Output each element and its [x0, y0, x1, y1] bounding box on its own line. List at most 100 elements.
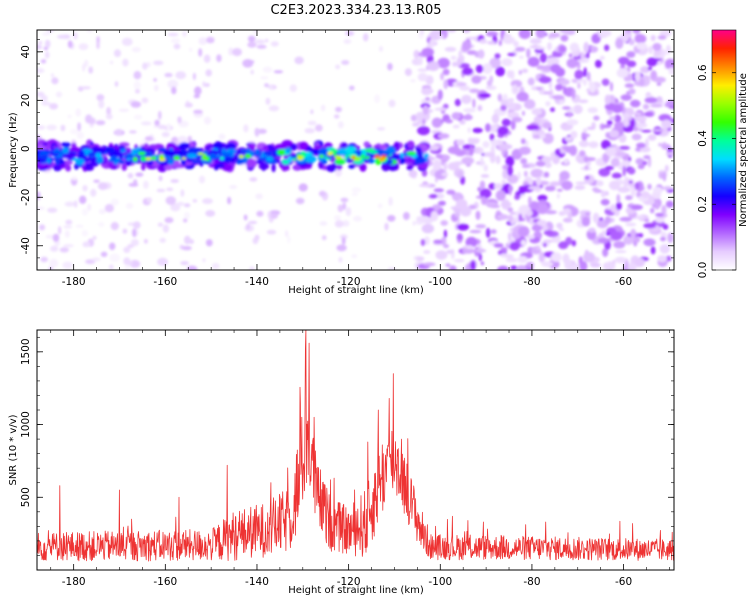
- spectrogram-cell: [451, 112, 461, 120]
- spectrogram-cell: [121, 37, 133, 46]
- spectrogram-cell: [636, 191, 641, 198]
- spectrogram-cell: [71, 142, 77, 148]
- spectrogram-cell: [622, 165, 626, 177]
- spectrogram-cell: [582, 133, 591, 137]
- spectrogram-cell: [334, 220, 344, 228]
- spectrogram-cell: [351, 192, 358, 197]
- spectrogram-cell: [81, 86, 91, 90]
- spectrogram-cell: [310, 109, 314, 115]
- spectrogram-cell: [54, 157, 60, 165]
- spectrogram-cell: [146, 197, 152, 203]
- spectrogram-cell: [479, 39, 488, 44]
- spectrogram-cell: [564, 30, 576, 36]
- spectrogram-cell: [564, 146, 576, 154]
- spectrogram-cell: [564, 158, 569, 165]
- spectrogram-cell: [604, 94, 611, 105]
- spectrogram-cell: [81, 208, 89, 216]
- spectrogram-cell: [318, 190, 326, 197]
- spectrogram-cell: [580, 51, 585, 61]
- spectrogram-cell: [569, 264, 580, 270]
- colorbar: 0.0 0.2 0.4 0.6 Normalized spectral amplitu…: [697, 29, 749, 278]
- spectrogram-cell: [110, 198, 119, 206]
- spectrogram-cell: [507, 52, 516, 57]
- spectrogram-cell: [189, 47, 193, 52]
- spectrogram-cell: [40, 95, 48, 102]
- spectrogram-cell: [627, 262, 637, 270]
- spectrogram-cell: [531, 108, 543, 116]
- spectrogram-cell: [561, 180, 573, 191]
- spectrogram-cell: [640, 191, 650, 199]
- spectrogram-cell: [500, 30, 504, 41]
- spectrogram-cell: [167, 32, 179, 37]
- spectrogram-cell: [46, 157, 52, 164]
- spectrogram-cell: [490, 139, 499, 147]
- spectrogram-cell: [501, 150, 507, 156]
- spectrogram-cell: [537, 194, 548, 202]
- spectrogram-cell: [555, 84, 563, 91]
- spectrogram-cell: [521, 68, 529, 74]
- spectrogram-cell: [98, 99, 105, 109]
- spectrogram-cell: [648, 45, 653, 55]
- spectrogram-cell: [292, 157, 297, 161]
- spectrogram-cell: [574, 185, 586, 191]
- spectrogram-cell: [536, 86, 543, 91]
- spectrogram-cell: [550, 63, 561, 74]
- spectrogram-cell: [71, 176, 77, 181]
- spectrogram-cell: [385, 146, 396, 154]
- spectrogram-cell: [605, 232, 611, 236]
- spectrogram-cell: [656, 96, 663, 103]
- spectrogram-cell: [183, 218, 188, 223]
- spectrogram-cell: [74, 163, 79, 170]
- spectrogram-panel: -180 -160 -140 -120 -100 -80 -60 -40 -20 0 20 40 H…: [8, 29, 675, 296]
- spectrogram-cell: [577, 82, 581, 89]
- spectrogram-cell: [649, 207, 655, 214]
- spectrogram-cell: [388, 196, 393, 206]
- spectrogram-cell: [379, 46, 383, 52]
- spectrogram-cell: [82, 185, 88, 192]
- spectrogram-cell: [625, 195, 633, 201]
- spectrogram-cell: [660, 236, 666, 242]
- spectrogram-cell: [518, 70, 522, 75]
- spectrogram-cell: [132, 228, 137, 238]
- spectrogram-cell: [529, 38, 542, 45]
- spectrogram-cell: [265, 38, 269, 43]
- spectrogram-cell: [643, 238, 656, 247]
- spectrogram-cell: [657, 35, 667, 40]
- spectrogram-cell: [132, 156, 138, 162]
- spectrogram-cell: [634, 34, 647, 44]
- spectrogram-x-axis: -180 -160 -140 -120 -100 -80 -60: [50, 30, 670, 288]
- spectrogram-cell: [437, 57, 450, 69]
- spectrogram-cell: [585, 212, 591, 216]
- spectrogram-cell: [82, 63, 86, 72]
- spectrogram-cell: [37, 206, 45, 211]
- spectrogram-cell: [53, 164, 62, 172]
- spectrogram-cell: [630, 204, 643, 211]
- spectrogram-cell: [488, 183, 497, 190]
- spectrogram-cell: [490, 229, 497, 234]
- spectrogram-cell: [218, 133, 226, 140]
- spectrogram-cell: [113, 49, 122, 58]
- spectrogram-cell: [507, 165, 513, 177]
- spectrogram-cell: [264, 83, 269, 88]
- spectrogram-cell: [438, 200, 446, 206]
- spectrogram-cell: [67, 40, 73, 49]
- spectrogram-cell: [216, 54, 222, 63]
- spectrogram-cell: [541, 156, 552, 163]
- spectrogram-cell: [624, 83, 635, 88]
- spectrogram-cell: [202, 258, 206, 263]
- spectrogram-cell: [643, 223, 657, 229]
- spectrogram-cell: [495, 155, 501, 165]
- spectrogram-cell: [415, 111, 425, 121]
- spectrogram-cell: [543, 239, 554, 243]
- spectrogram-cell: [229, 149, 236, 154]
- spectrogram-cell: [454, 98, 461, 107]
- spectrogram-cell: [433, 239, 443, 244]
- spectrogram-x-tick-label: -60: [615, 276, 632, 288]
- spectrogram-cell: [164, 165, 173, 170]
- spectrogram-cell: [560, 34, 569, 42]
- spectrogram-cell: [440, 72, 444, 81]
- spectrogram-cell: [96, 157, 103, 164]
- spectrogram-cell: [589, 82, 596, 93]
- spectrogram-cell: [124, 264, 130, 270]
- spectrogram-cell: [461, 248, 475, 254]
